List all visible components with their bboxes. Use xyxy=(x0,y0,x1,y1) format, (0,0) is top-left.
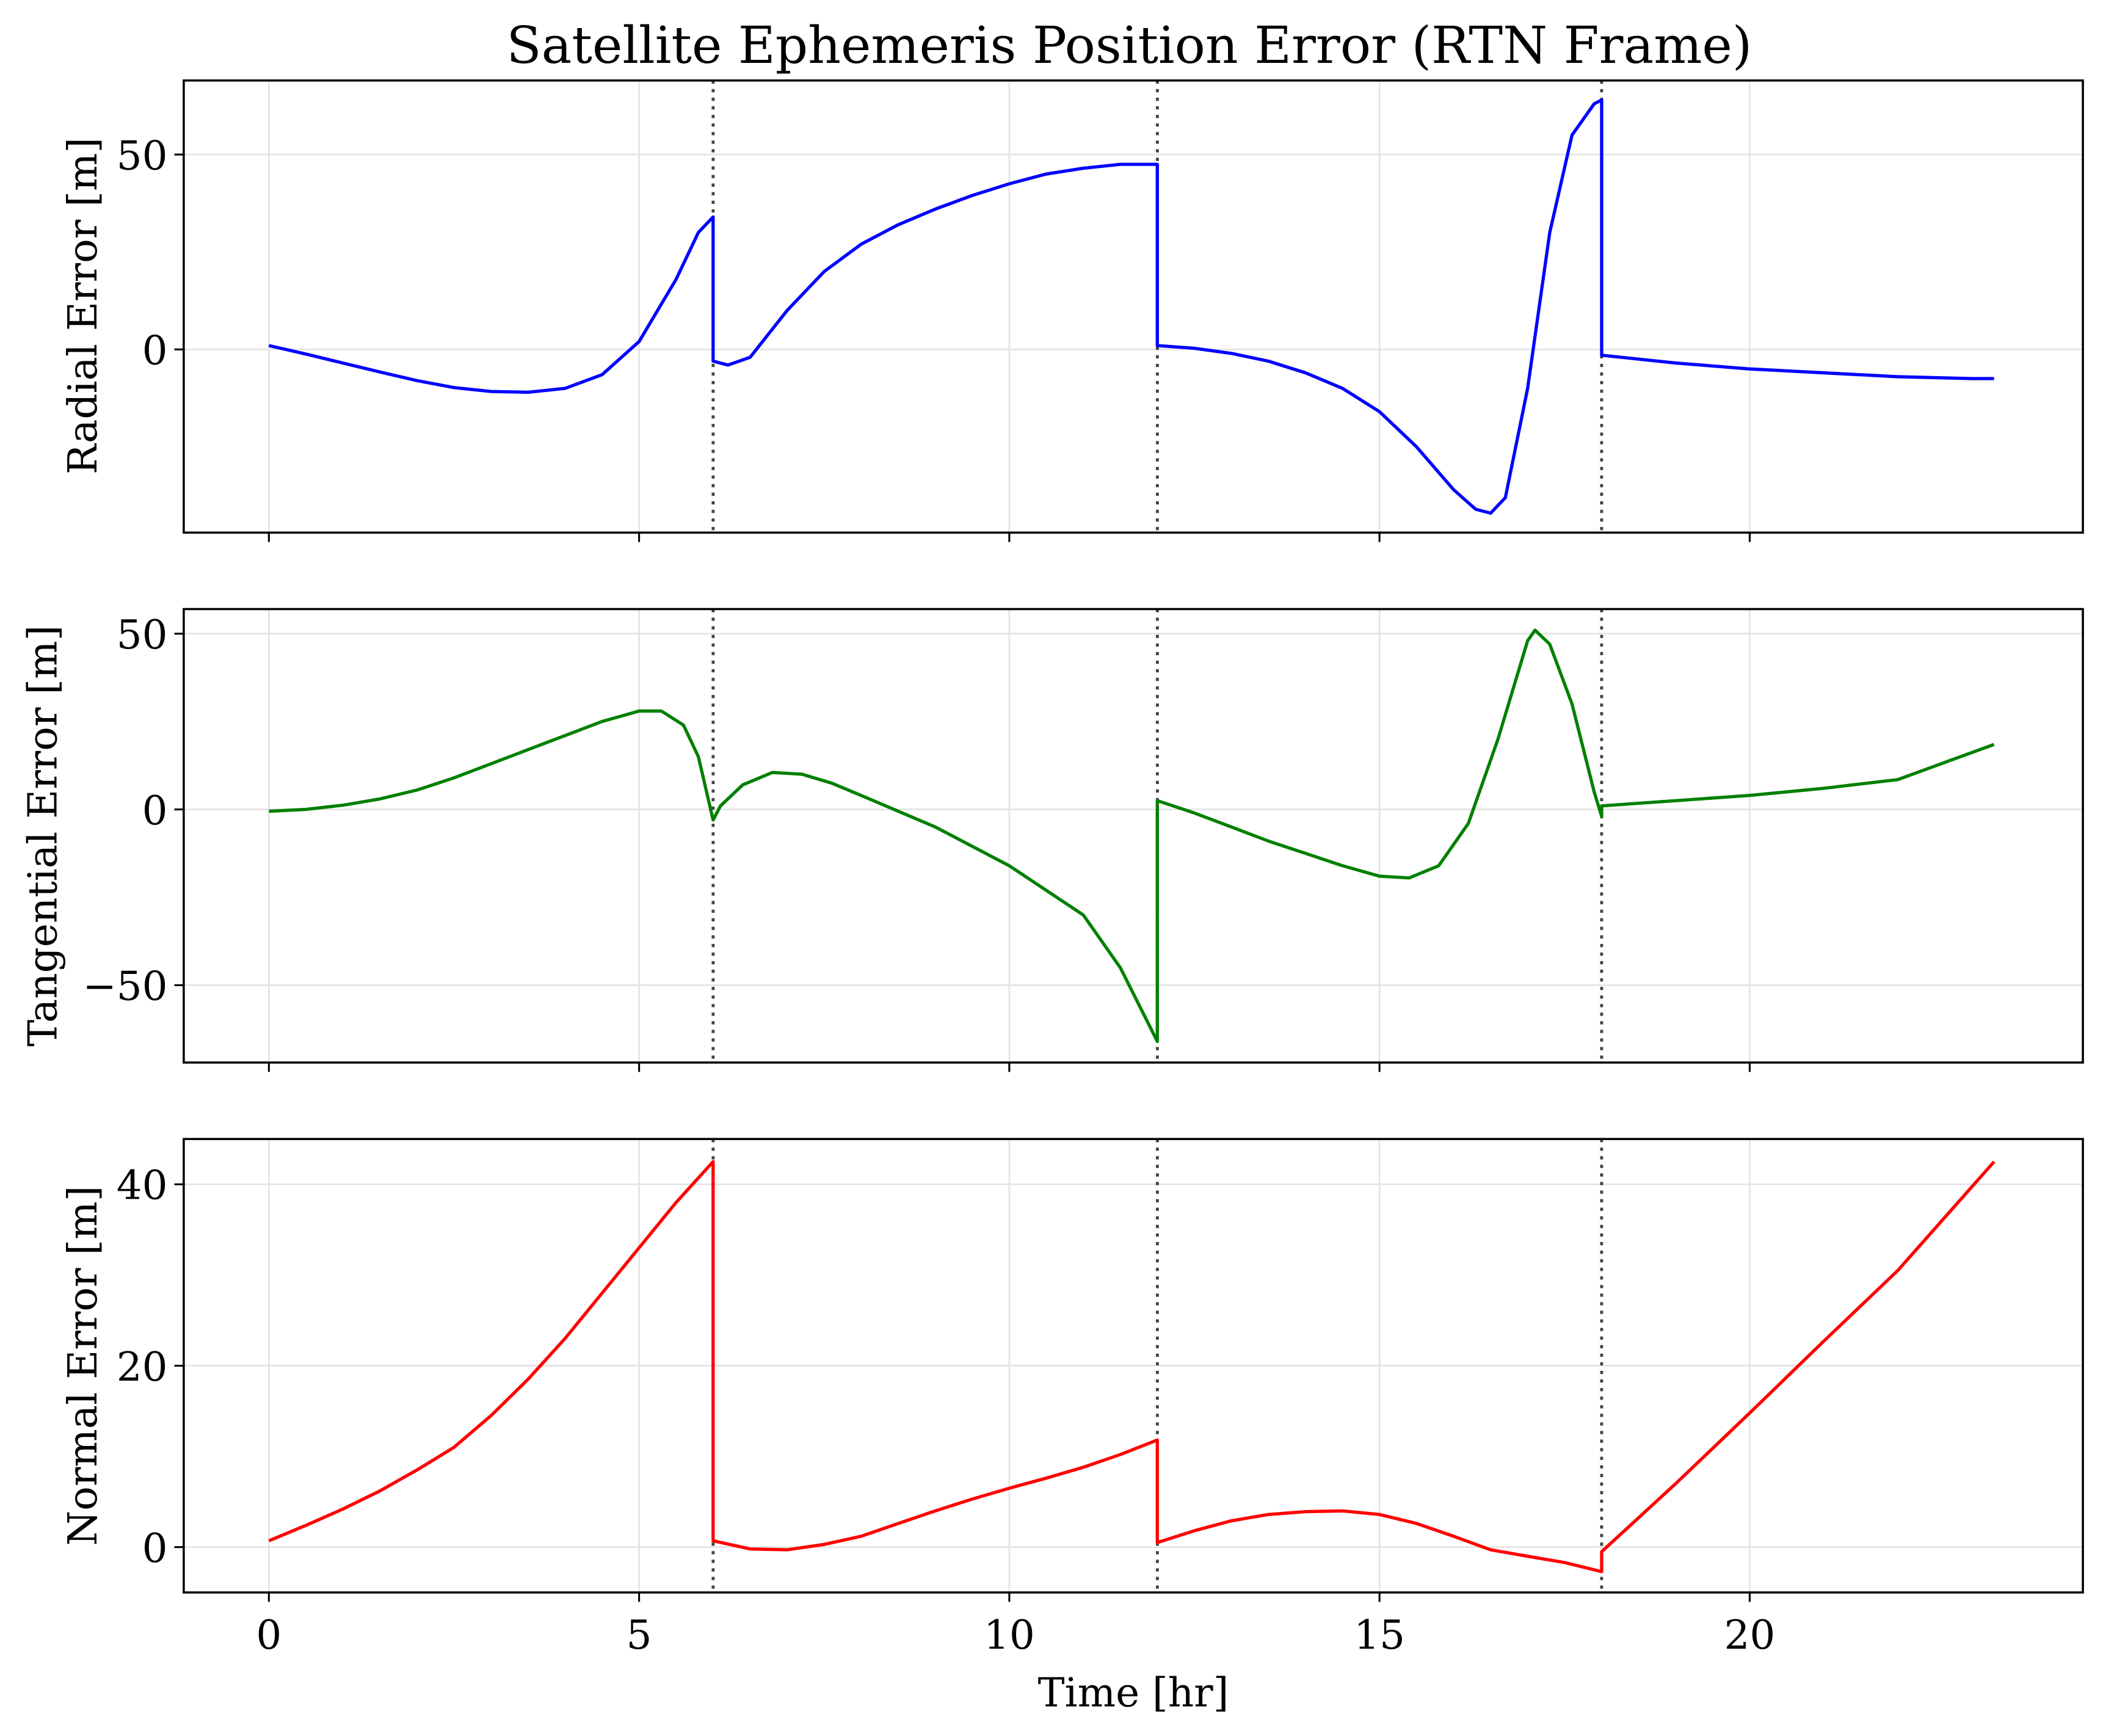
x-axis-label: Time [hr] xyxy=(1038,1669,1229,1716)
y-axis-label: Normal Error [m] xyxy=(59,1186,106,1546)
panel-radial: 0 50 Radial Error [m] xyxy=(59,79,2084,542)
y-tick-label: 0 xyxy=(142,327,168,374)
y-axis-label: Radial Error [m] xyxy=(59,137,106,474)
y-ticks: −50 0 50 xyxy=(83,611,184,1010)
x-tick-label: 20 xyxy=(1724,1611,1775,1658)
x-tick-label: 0 xyxy=(256,1611,281,1658)
x-ticks xyxy=(267,532,1751,542)
y-ticks: 0 50 xyxy=(117,132,184,374)
y-tick-label: 0 xyxy=(142,1525,168,1572)
x-ticks: 0 5 10 15 20 xyxy=(256,1592,1775,1658)
y-tick-label: 50 xyxy=(117,132,168,179)
y-axis-label: Tangential Error [m] xyxy=(19,625,66,1047)
panel-tangential: −50 0 50 Tangential Error [m] xyxy=(19,608,2084,1072)
y-tick-label: 40 xyxy=(117,1162,168,1209)
y-tick-label: 0 xyxy=(142,787,168,834)
tangential-error-line xyxy=(269,628,1995,1044)
y-ticks: 0 20 40 xyxy=(117,1162,184,1572)
x-tick-label: 5 xyxy=(627,1611,652,1658)
y-tick-label: 50 xyxy=(117,611,168,658)
x-ticks xyxy=(267,1062,1751,1072)
x-tick-label: 10 xyxy=(984,1611,1035,1658)
normal-error-line xyxy=(268,1160,1996,1574)
radial-error-line xyxy=(268,98,1994,515)
grid xyxy=(183,1139,2083,1593)
chart-title: Satellite Ephemeris Position Error (RTN … xyxy=(506,16,1752,75)
panel-normal: 0 5 10 15 20 0 20 40 Normal Error [m] Time [hr… xyxy=(59,1138,2084,1716)
grid xyxy=(183,80,2083,533)
x-tick-label: 15 xyxy=(1354,1611,1405,1658)
axes-frame xyxy=(183,608,2084,1064)
y-tick-label: −50 xyxy=(83,963,168,1010)
grid xyxy=(183,609,2083,1063)
y-tick-label: 20 xyxy=(117,1343,168,1390)
axes-frame xyxy=(183,79,2084,534)
